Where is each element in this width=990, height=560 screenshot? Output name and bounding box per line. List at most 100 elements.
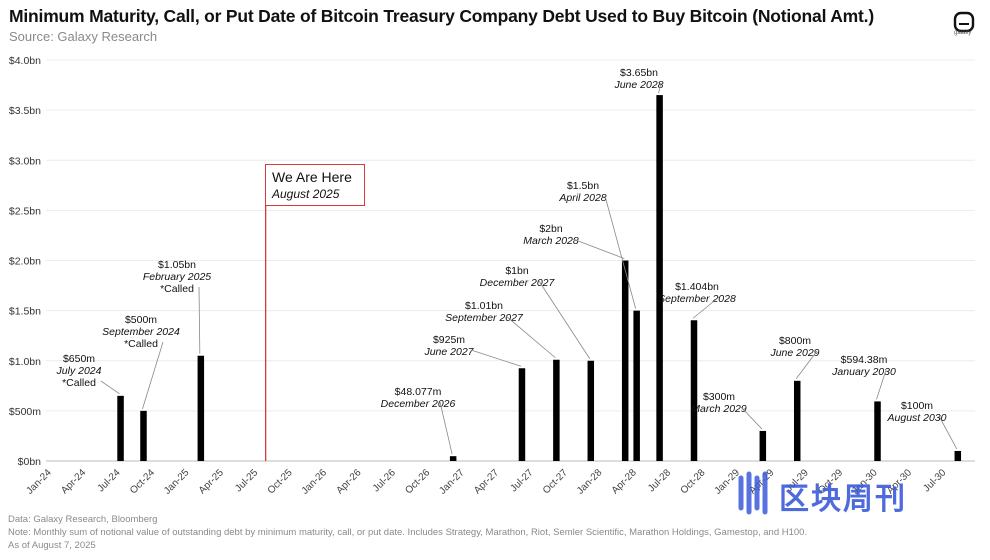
bar-2029-06	[793, 380, 801, 461]
y-tick-label: $4.0bn	[9, 55, 41, 67]
data-label: $100m	[901, 400, 933, 412]
leader-line	[604, 195, 637, 309]
bar-2024-07	[117, 395, 124, 461]
bar-2029-03	[759, 430, 767, 461]
leader-line	[740, 406, 763, 430]
x-tick-label: Jul-28	[646, 467, 673, 494]
data-label: $800m	[779, 335, 811, 347]
footnote-note: Note: Monthly sum of notional value of o…	[8, 527, 808, 538]
data-label: $1.5bn	[567, 180, 599, 192]
leader-line	[795, 350, 818, 380]
leader-line	[692, 296, 720, 319]
data-label: $1.05bn	[158, 259, 196, 271]
footnote-date: As of August 7, 2025	[8, 540, 96, 551]
marker-label-line2: August 2025	[272, 187, 340, 201]
data-label: September 2024	[102, 326, 180, 338]
data-label: December 2026	[381, 398, 456, 410]
x-tick-label: Jul-24	[96, 467, 123, 494]
data-label: $1.404bn	[675, 281, 719, 293]
bar-2024-09	[140, 410, 147, 461]
data-label: *Called	[62, 377, 96, 389]
x-tick-label: Jul-27	[509, 467, 536, 494]
watermark-text: 区块周刊	[779, 483, 907, 516]
x-tick-label: Jan-24	[24, 467, 54, 497]
we-are-here-callout: We Are Here August 2025	[265, 164, 365, 206]
x-tick-label: Oct-25	[266, 467, 295, 496]
data-label: $925m	[433, 334, 465, 346]
x-tick-label: Oct-26	[403, 467, 432, 496]
bar-2027-09	[553, 359, 560, 461]
footnote-data: Data: Galaxy Research, Bloomberg	[8, 514, 158, 525]
x-tick-label: Oct-27	[541, 467, 570, 496]
leader-line	[658, 82, 662, 94]
y-tick-label: $2.0bn	[9, 256, 41, 268]
bar-2028-06	[656, 95, 663, 462]
x-tick-label: Oct-28	[679, 467, 708, 496]
data-label: *Called	[160, 283, 194, 295]
x-tick-label: Jul-25	[233, 467, 260, 494]
data-label: September 2027	[445, 312, 524, 324]
chart-subtitle: Source: Galaxy Research	[9, 29, 158, 44]
x-tick-label: Apr-26	[335, 467, 364, 496]
chart-title: Minimum Maturity, Call, or Put Date of B…	[9, 6, 874, 26]
data-label: August 2030	[887, 412, 947, 424]
data-label: $1bn	[505, 265, 529, 277]
bar-2026-12	[449, 456, 457, 461]
data-label: $48.077m	[395, 386, 442, 398]
y-tick-label: $3.0bn	[9, 155, 41, 167]
y-tick-label: $3.5bn	[9, 105, 41, 117]
bar-2030-01	[874, 401, 881, 461]
x-tick-label: Jan-25	[162, 467, 192, 497]
data-label: $300m	[703, 391, 735, 403]
leader-line	[470, 349, 522, 367]
y-tick-label: $0bn	[18, 456, 42, 468]
y-tick-label: $2.5bn	[9, 205, 41, 217]
x-tick-label: Jan-27	[437, 467, 467, 497]
data-label: January 2030	[831, 366, 896, 378]
data-label: March 2028	[523, 235, 579, 247]
watermark-logo-icon	[738, 471, 768, 515]
leader-line	[142, 341, 164, 409]
x-tick-label: Jan-28	[575, 467, 605, 497]
data-label: February 2025	[143, 271, 211, 283]
x-tick-label: Jan-26	[300, 467, 330, 497]
bar-2025-02	[197, 355, 205, 461]
y-tick-label: $1.5bn	[9, 306, 41, 318]
bar-chart: $0bn $500m $1.0bn $1.5bn $2.0bn $2.5bn $3.0bn $…	[9, 55, 975, 497]
bar-2030-08	[954, 450, 962, 461]
leader-line	[100, 380, 120, 395]
data-label: $3.65bn	[620, 67, 658, 79]
bar-2028-03	[621, 260, 629, 461]
x-tick-label: Apr-28	[610, 467, 639, 496]
leader-line	[439, 401, 453, 455]
data-label: December 2027	[480, 277, 556, 289]
x-tick-label: Oct-24	[128, 467, 157, 496]
data-label: $500m	[125, 314, 157, 326]
leader-line	[876, 369, 887, 400]
watermark: 区块周刊	[735, 470, 985, 516]
bar-2028-09	[690, 320, 698, 461]
y-tick-label: $1.0bn	[9, 356, 41, 368]
data-label: $2bn	[539, 223, 563, 235]
data-label: April 2028	[558, 192, 606, 204]
bar-2027-12	[587, 360, 595, 461]
data-label: September 2028	[658, 293, 736, 305]
leader-line	[538, 280, 591, 359]
x-tick-label: Apr-27	[472, 467, 501, 496]
data-label: $594.38m	[841, 354, 888, 366]
x-tick-label: Apr-24	[59, 467, 88, 496]
leader-line	[572, 238, 625, 259]
x-tick-label: Apr-25	[197, 467, 226, 496]
data-label: July 2024	[56, 365, 102, 377]
data-label: *Called	[124, 338, 158, 350]
logo-text: galaxy	[954, 30, 972, 36]
data-label: $650m	[63, 353, 95, 365]
data-label: $1.01bn	[465, 300, 503, 312]
marker-label-line1: We Are Here	[272, 169, 352, 185]
bar-2027-06	[518, 368, 526, 461]
leader-line	[938, 415, 958, 450]
data-label: June 2029	[769, 347, 819, 359]
data-label: March 2029	[691, 403, 747, 415]
galaxy-logo-icon	[953, 11, 975, 33]
y-tick-label: $500m	[9, 406, 41, 418]
